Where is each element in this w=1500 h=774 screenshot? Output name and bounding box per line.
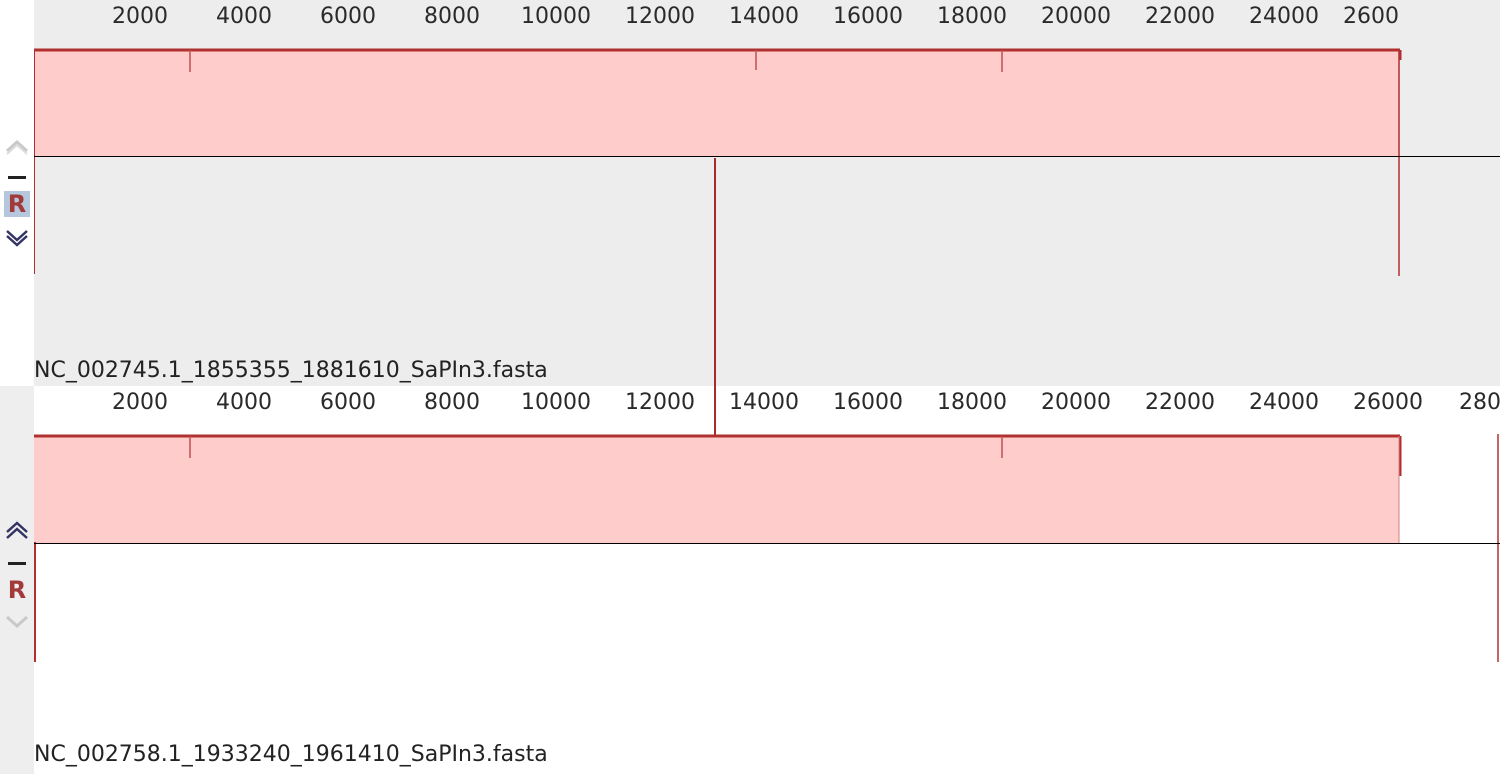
ruler-tick: 10000 [521,390,591,415]
ruler-tick: 4000 [216,4,272,29]
similarity-plot [34,386,1500,662]
coverage-block [34,436,1399,543]
ruler-tick: 4000 [216,390,272,415]
collapse-button[interactable] [4,552,30,574]
ruler-tick: 280 [1459,390,1500,415]
chevron-down-icon [6,230,28,247]
move-down-button[interactable] [4,612,30,634]
ruler-tick: 18000 [937,390,1007,415]
ruler-tick: 2600 [1343,4,1399,29]
genome-panel-bottom: R 2000 4000 6000 8000 10000 12000 14000 … [0,386,1500,774]
chevron-up-icon [5,139,29,155]
position-ruler: 2000 4000 6000 8000 10000 12000 14000 16… [34,0,1500,37]
sequence-label: NC_002745.1_1855355_1881610_SaPIn3.fasta [34,358,548,383]
genome-panel-top: R 2000 4000 6000 8000 10000 12000 14000 … [0,0,1500,386]
ruler-end-gap [1402,0,1500,37]
track-area[interactable]: 2000 4000 6000 8000 10000 12000 14000 16… [34,386,1500,774]
ruler-tick: 14000 [729,4,799,29]
chevron-down-icon [5,615,29,629]
ruler-tick: 24000 [1249,390,1319,415]
similarity-plot [34,0,1500,386]
ruler-tick: 16000 [833,4,903,29]
track-area[interactable]: 2000 4000 6000 8000 10000 12000 14000 16… [34,0,1500,386]
position-ruler: 2000 4000 6000 8000 10000 12000 14000 16… [34,386,1500,423]
collapse-button[interactable] [4,166,30,188]
reverse-button[interactable]: R [4,576,30,604]
ruler-tick: 8000 [424,4,480,29]
panel-controls: R [0,0,34,386]
ruler-tick: 10000 [521,4,591,29]
ruler-tick: 16000 [833,390,903,415]
ruler-tick: 22000 [1145,390,1215,415]
move-up-button[interactable] [4,520,30,542]
ruler-tick: 8000 [424,390,480,415]
ruler-tick: 6000 [320,390,376,415]
ruler-tick: 12000 [625,4,695,29]
ruler-tick: 2000 [112,390,168,415]
ruler-tick: 12000 [625,390,695,415]
coverage-block [34,50,1400,156]
chevron-up-icon [6,521,28,539]
ruler-tick: 20000 [1041,390,1111,415]
ruler-tick: 18000 [937,4,1007,29]
reverse-icon: R [7,576,27,604]
ruler-tick: 2000 [112,4,168,29]
ruler-tick: 26000 [1353,390,1423,415]
minus-icon [8,561,26,565]
panel-controls: R [0,386,34,774]
ruler-tick: 22000 [1145,4,1215,29]
reverse-icon: R [4,191,30,217]
reverse-button[interactable]: R [4,191,30,217]
ruler-tick: 6000 [320,4,376,29]
ruler-tick: 24000 [1249,4,1319,29]
sequence-label: NC_002758.1_1933240_1961410_SaPIn3.fasta [34,742,548,767]
move-up-button[interactable] [4,134,30,156]
ruler-tick: 20000 [1041,4,1111,29]
move-down-button[interactable] [4,226,30,248]
minus-icon [8,175,26,179]
ruler-tick: 14000 [729,390,799,415]
